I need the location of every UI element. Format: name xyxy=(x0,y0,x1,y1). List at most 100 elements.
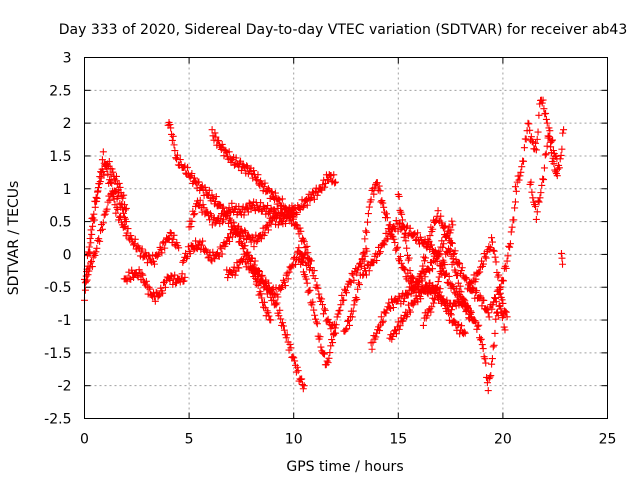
data-point xyxy=(90,210,98,218)
data-point xyxy=(288,262,296,270)
data-point xyxy=(528,188,536,196)
data-point xyxy=(212,133,220,141)
data-point xyxy=(512,187,520,195)
data-point xyxy=(101,210,109,218)
data-point xyxy=(199,201,207,209)
data-point xyxy=(241,227,249,235)
data-point xyxy=(263,223,271,231)
y-tick-label: 1.5 xyxy=(49,149,71,165)
data-point xyxy=(330,171,338,179)
data-point xyxy=(150,260,158,268)
data-point xyxy=(419,262,427,270)
data-point xyxy=(502,264,510,272)
data-point xyxy=(277,315,285,323)
series-sat-u xyxy=(557,249,567,268)
data-point xyxy=(301,244,309,252)
data-point xyxy=(395,325,403,333)
data-point xyxy=(400,298,408,306)
data-point xyxy=(423,312,431,320)
data-point xyxy=(129,241,137,249)
data-point xyxy=(402,237,410,245)
data-point xyxy=(96,237,104,245)
data-point xyxy=(302,195,310,203)
data-point xyxy=(344,317,352,325)
data-point xyxy=(542,115,550,123)
data-point xyxy=(166,121,174,129)
data-point xyxy=(319,310,327,318)
data-point xyxy=(235,222,243,230)
data-point xyxy=(413,278,421,286)
data-point xyxy=(320,305,328,313)
data-point xyxy=(228,233,236,241)
data-point xyxy=(115,189,123,197)
data-point xyxy=(96,178,104,186)
data-point xyxy=(461,297,469,305)
data-point xyxy=(498,296,506,304)
data-point xyxy=(396,253,404,261)
data-point xyxy=(426,232,434,240)
data-point xyxy=(313,281,321,289)
data-point xyxy=(329,330,337,338)
data-point xyxy=(116,183,124,191)
data-point xyxy=(425,266,433,274)
data-point xyxy=(444,303,452,311)
data-point xyxy=(291,357,299,365)
data-point xyxy=(138,245,146,253)
data-point xyxy=(318,295,326,303)
data-point xyxy=(443,296,451,304)
data-point xyxy=(84,271,92,279)
data-point xyxy=(389,332,397,340)
data-point xyxy=(481,355,489,363)
data-point xyxy=(304,288,312,296)
y-tick-label: -2 xyxy=(58,379,72,395)
data-point xyxy=(324,315,332,323)
data-point xyxy=(406,308,414,316)
data-point xyxy=(299,236,307,244)
data-point xyxy=(298,380,306,388)
data-point xyxy=(400,233,408,241)
data-point xyxy=(176,156,184,164)
data-point xyxy=(492,315,500,323)
data-point xyxy=(124,225,132,233)
data-point xyxy=(449,221,457,229)
data-point xyxy=(285,268,293,276)
plot-frame xyxy=(84,57,608,419)
data-point xyxy=(244,163,252,171)
data-point xyxy=(501,307,509,315)
data-point xyxy=(100,211,108,219)
data-point xyxy=(304,254,312,262)
data-point xyxy=(317,185,325,193)
data-point xyxy=(365,267,373,275)
data-point xyxy=(379,199,387,207)
data-point xyxy=(537,189,545,197)
data-point xyxy=(293,363,301,371)
data-point xyxy=(166,229,174,237)
data-point xyxy=(254,236,262,244)
data-point xyxy=(558,145,566,153)
data-point xyxy=(264,226,272,234)
data-point xyxy=(301,250,309,258)
data-point xyxy=(538,99,546,107)
data-point xyxy=(476,336,484,344)
data-point xyxy=(383,214,391,222)
data-point xyxy=(447,311,455,319)
data-point xyxy=(284,275,292,283)
data-point xyxy=(394,318,402,326)
data-point xyxy=(428,265,436,273)
data-point xyxy=(440,240,448,248)
data-point xyxy=(265,312,273,320)
data-point xyxy=(350,276,358,284)
data-point xyxy=(511,183,519,191)
data-point xyxy=(172,279,180,287)
data-point xyxy=(490,341,498,349)
data-point xyxy=(302,275,310,283)
data-point xyxy=(84,248,92,256)
data-point xyxy=(97,227,105,235)
data-point xyxy=(202,247,210,255)
data-point xyxy=(477,335,485,343)
data-point xyxy=(336,306,344,314)
data-point xyxy=(487,372,495,380)
data-point xyxy=(110,195,118,203)
data-point xyxy=(94,237,102,245)
data-point xyxy=(432,255,440,263)
